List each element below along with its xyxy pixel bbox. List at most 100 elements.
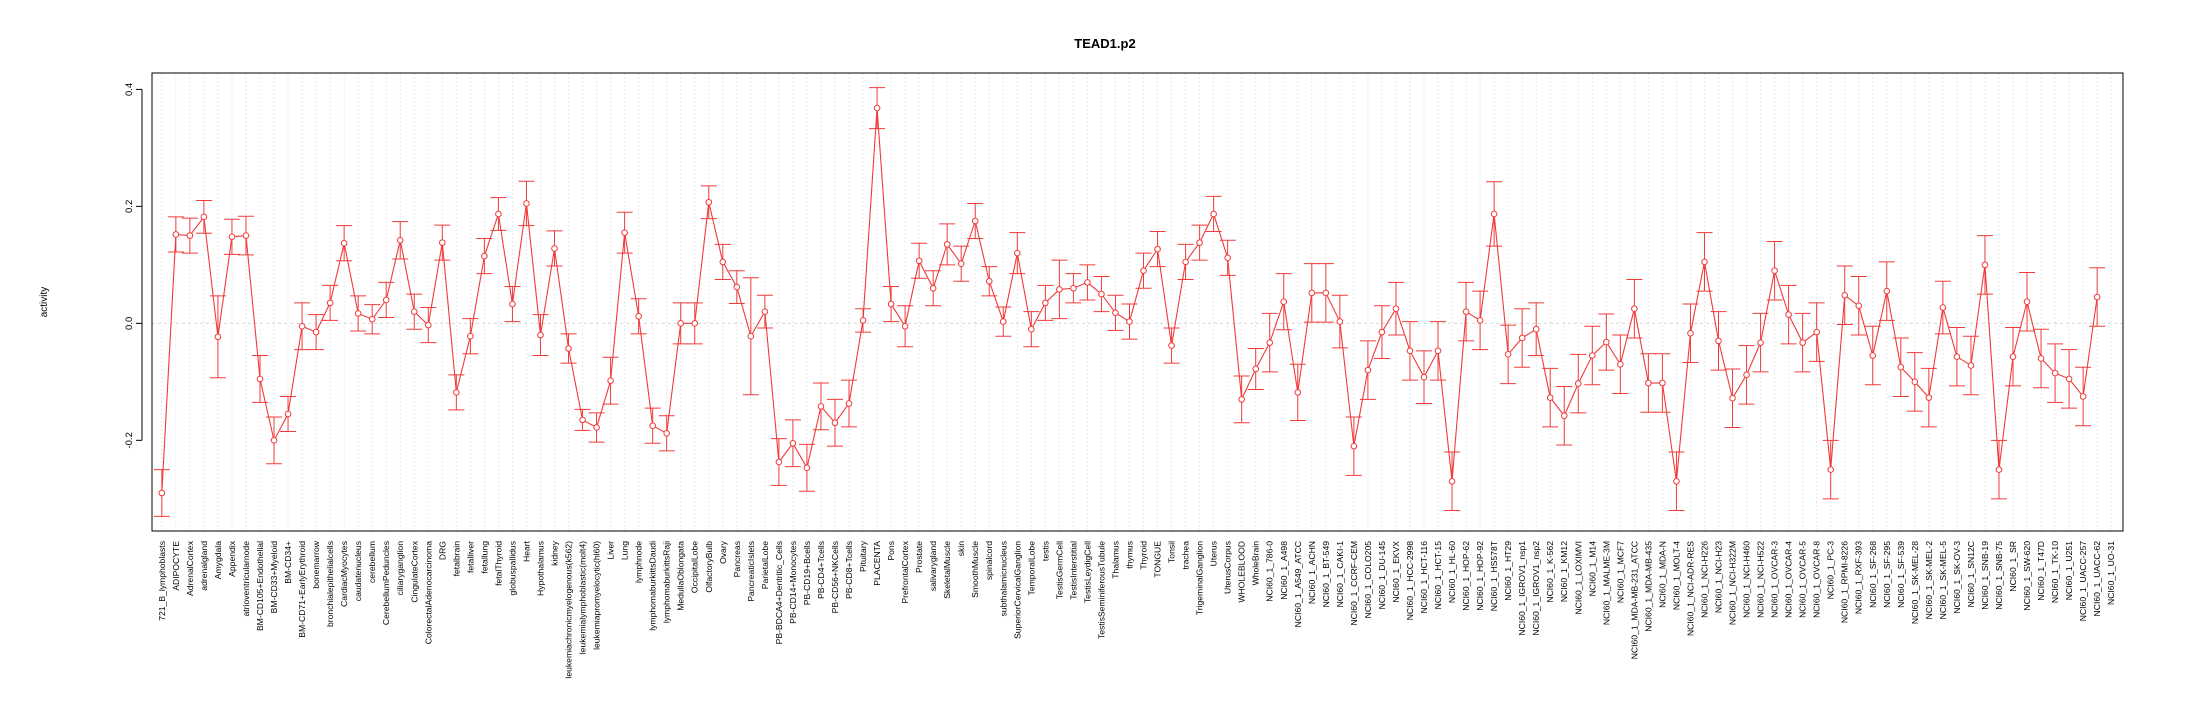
- data-point: [242, 232, 250, 239]
- data-point: [957, 260, 965, 267]
- data-point: [985, 277, 993, 285]
- x-category-label: NCI60_1_UACC-257: [2078, 541, 2088, 621]
- x-category-label: salivarygland: [928, 541, 938, 591]
- data-point: [228, 233, 236, 241]
- x-category-label: NCI60_1_UO-31: [2106, 541, 2116, 605]
- data-point: [186, 232, 194, 239]
- data-point: [2079, 393, 2087, 400]
- x-category-label: ADIPOCYTE: [171, 541, 181, 591]
- x-category-label: NCI60_1_SF-539: [1896, 541, 1906, 608]
- data-point: [1560, 412, 1568, 420]
- x-category-label: TestisGermCell: [1054, 541, 1064, 599]
- data-point: [1084, 279, 1091, 286]
- data-point: [2037, 355, 2045, 362]
- data-point: [1126, 318, 1133, 325]
- x-category-label: TestisSeminiferousTubule: [1096, 541, 1106, 639]
- data-point: [705, 198, 713, 206]
- data-point: [2093, 293, 2101, 301]
- x-category-label: NCI60_1_SF-295: [1882, 541, 1892, 608]
- x-category-label: Pituitary: [858, 540, 868, 572]
- x-category-label: NCI60_1_NCI-H460: [1742, 541, 1752, 618]
- data-point: [565, 345, 572, 352]
- data-point: [1476, 317, 1484, 324]
- data-point: [1112, 309, 1119, 317]
- data-point: [1378, 328, 1386, 336]
- x-category-label: adrenalgland: [199, 541, 209, 591]
- x-category-label: fetalThyroid: [493, 541, 503, 586]
- x-category-label: lymphnode: [634, 541, 644, 583]
- data-point: [172, 231, 180, 238]
- x-category-label: SuperiorCervicalGanglion: [1012, 541, 1022, 639]
- data-point: [1196, 239, 1203, 246]
- x-category-label: NCI60_1_NCI-ADR-RES: [1685, 541, 1695, 636]
- data-point: [1785, 311, 1792, 318]
- x-category-label: NCI60_1_KM12: [1559, 541, 1569, 602]
- x-category-label: Uterus: [1209, 541, 1219, 566]
- data-point: [410, 308, 418, 315]
- data-point: [845, 400, 853, 407]
- x-category-label: NCI60_1_SNB-19: [1980, 541, 1990, 610]
- data-point: [298, 322, 306, 330]
- x-category-label: PancreaticIslets: [746, 541, 756, 602]
- data-point: [326, 299, 334, 307]
- x-axis-category-labels: 721_B_lymphoblasts ADIPOCYTE AdrenalCortex…: [157, 540, 2116, 678]
- x-category-label: NCI60_1_SF-268: [1868, 541, 1878, 608]
- x-category-label: Thyroid: [1139, 541, 1149, 570]
- y-tick-label: -0.2: [124, 432, 135, 448]
- x-category-label: NCI60_1_IGROV1_nsp2: [1531, 541, 1541, 636]
- data-point: [1322, 289, 1330, 297]
- x-category-label: Thalamus: [1110, 541, 1120, 579]
- data-point: [1574, 380, 1582, 387]
- x-category-label: PB-CD14+Monocytes: [788, 541, 798, 624]
- data-point: [1855, 302, 1863, 310]
- data-point: [1406, 347, 1414, 355]
- data-point: [1981, 261, 1989, 269]
- data-point: [1028, 325, 1035, 333]
- x-category-label: NCI60_1_CAKI-1: [1335, 541, 1345, 608]
- x-category-label: Pons: [886, 541, 896, 561]
- x-category-label: NCI60_1_OVCAR-4: [1784, 541, 1794, 618]
- x-category-label: DRG: [437, 541, 447, 560]
- data-point: [1729, 394, 1736, 402]
- data-point: [1546, 394, 1554, 401]
- data-point: [817, 403, 825, 410]
- x-category-label: NCI60_1_SK-MEL-2: [1924, 541, 1934, 620]
- x-category-label: TONGUE: [1153, 541, 1163, 578]
- x-category-label: Heart: [521, 540, 531, 562]
- data-point: [593, 424, 600, 431]
- x-category-label: NCI60_1_SK-MEL-5: [1938, 541, 1948, 620]
- data-point: [971, 217, 979, 225]
- x-category-label: skin: [956, 541, 966, 557]
- data-point: [1518, 334, 1526, 342]
- x-category-label: spinalcord: [984, 541, 994, 580]
- data-point: [1813, 328, 1820, 336]
- x-category-label: Amygdala: [213, 541, 223, 579]
- data-point: [1995, 466, 2003, 473]
- x-category-label: Pancreas: [732, 541, 742, 577]
- x-category-label: NCI60_1_NCI-H322M: [1728, 541, 1738, 625]
- data-point: [2009, 353, 2017, 360]
- data-point: [1532, 325, 1540, 333]
- data-point: [635, 313, 642, 320]
- data-point: [677, 320, 685, 327]
- data-point: [1238, 396, 1245, 403]
- x-category-label: lymphomaburkittsDaudi: [648, 541, 658, 631]
- data-point: [929, 284, 937, 292]
- data-point: [1925, 394, 1933, 401]
- x-category-label: Lung: [620, 541, 630, 560]
- data-point: [495, 210, 502, 218]
- data-point: [523, 200, 530, 207]
- x-category-label: SmoothMuscle: [970, 541, 980, 598]
- data-point: [1883, 287, 1891, 295]
- x-category-label: UterusCorpus: [1223, 541, 1233, 594]
- data-point: [158, 489, 166, 497]
- x-category-label: NCI60_1_SK-OV-3: [1952, 541, 1962, 614]
- x-category-label: NCI60_1_MCF7: [1615, 541, 1625, 603]
- x-category-label: BM-CD34+: [283, 541, 293, 584]
- x-category-label: NCI60_1_RPMI-8226: [1840, 541, 1850, 623]
- data-point: [312, 328, 320, 336]
- data-point: [1168, 342, 1175, 349]
- x-category-label: OccipitalLobe: [690, 541, 700, 593]
- x-category-label: NCI60_1_DU-145: [1377, 541, 1387, 610]
- x-category-label: 721_B_lymphoblasts: [157, 541, 167, 621]
